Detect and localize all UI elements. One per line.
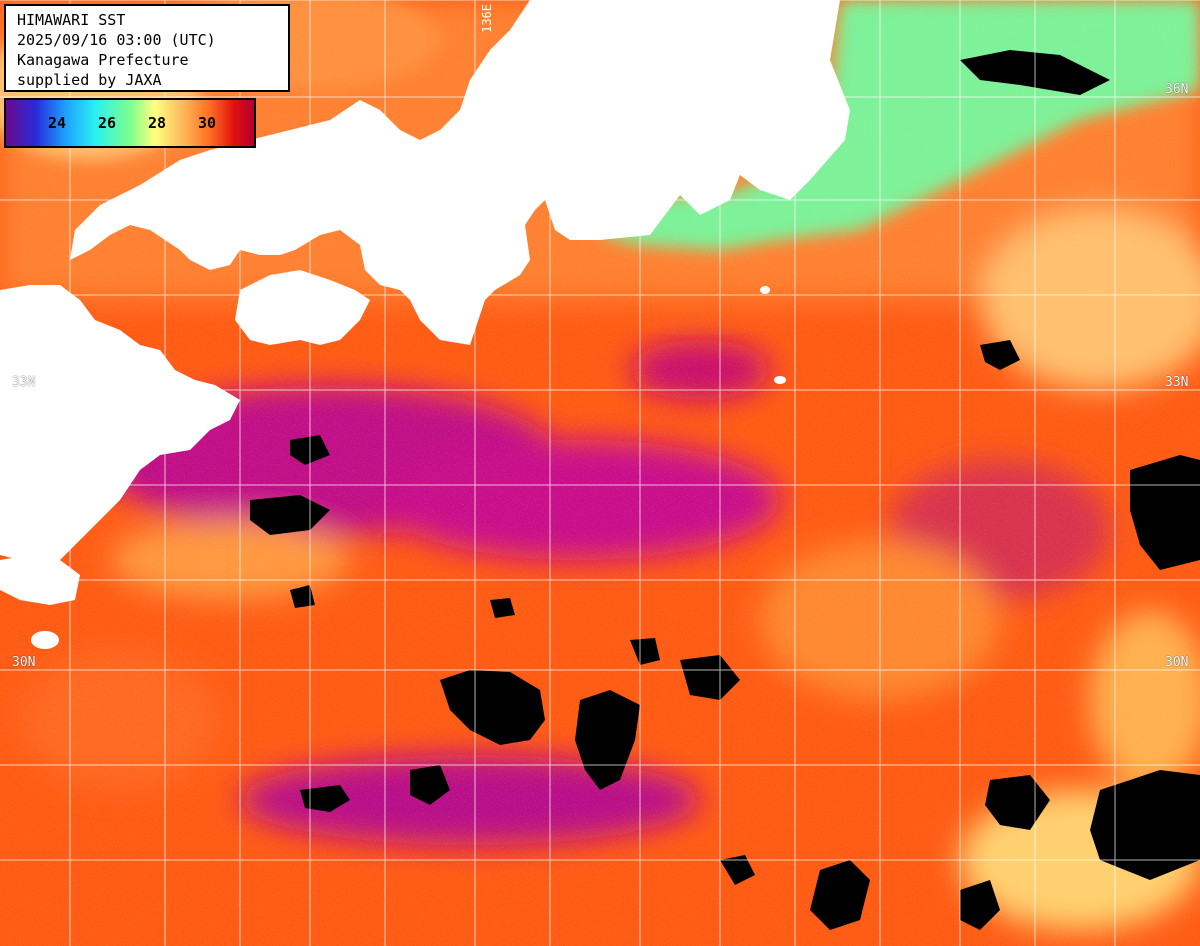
color-scale-legend: 24 26 28 30 [4, 98, 256, 148]
legend-tick-24: 24 [48, 114, 67, 132]
lon-label-136e: 136E [480, 4, 494, 33]
provider-prefecture: Kanagawa Prefecture [17, 51, 189, 69]
kyushu [0, 285, 240, 570]
lat-label-36n-right: 36N [1165, 82, 1189, 97]
awaji-island [395, 230, 425, 265]
lat-label-33n-right: 33N [1165, 375, 1189, 390]
island-1 [774, 376, 786, 384]
lat-label-33n-left: 33N [12, 375, 36, 390]
lat-label-30n-right: 30N [1165, 655, 1189, 670]
title-box: HIMAWARI SST 2025/09/16 03:00 (UTC) Kana… [4, 4, 290, 92]
tanegashima [31, 631, 59, 649]
legend-tick-28: 28 [148, 114, 167, 132]
island-2 [760, 286, 770, 294]
product-title: HIMAWARI SST [17, 11, 126, 29]
goto-islands [0, 380, 35, 430]
legend-tick-26: 26 [98, 114, 117, 132]
lat-label-30n-left: 30N [12, 655, 36, 670]
no-data-regions [250, 50, 1200, 930]
legend-tick-30: 30 [198, 114, 217, 132]
shikoku [235, 270, 370, 345]
land [0, 0, 850, 649]
supplier-credit: supplied by JAXA [17, 71, 162, 89]
timestamp: 2025/09/16 03:00 (UTC) [17, 31, 216, 49]
honshu [70, 0, 850, 345]
